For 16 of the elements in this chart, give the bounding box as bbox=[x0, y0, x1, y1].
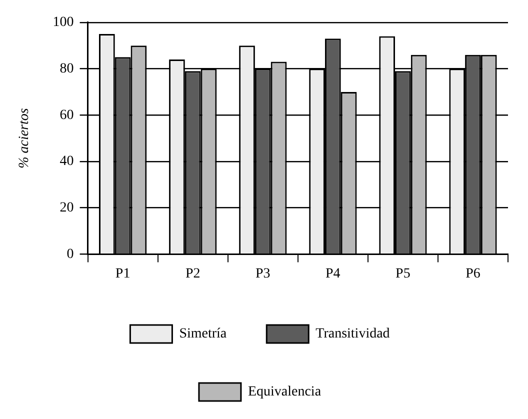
y-tick-label: 20 bbox=[60, 200, 74, 216]
x-tick-label: P1 bbox=[115, 266, 130, 282]
legend-label: Simetría bbox=[179, 326, 228, 342]
legend-label: Transitividad bbox=[316, 326, 390, 342]
y-tick-label: 100 bbox=[52, 15, 74, 30]
legend-label: Equivalencia bbox=[248, 384, 322, 400]
y-tick-label: 0 bbox=[66, 246, 74, 262]
y-tick-label: 60 bbox=[60, 108, 74, 123]
y-tick-label: 80 bbox=[60, 61, 74, 76]
x-tick-label: P6 bbox=[466, 266, 480, 282]
x-tick-label: P4 bbox=[326, 266, 340, 282]
x-tick-label: P3 bbox=[255, 266, 270, 282]
y-axis-title: % aciertos bbox=[17, 108, 32, 168]
x-tick-label: P2 bbox=[185, 266, 200, 282]
x-tick-label: P5 bbox=[396, 266, 410, 282]
y-tick-label: 40 bbox=[60, 154, 74, 170]
